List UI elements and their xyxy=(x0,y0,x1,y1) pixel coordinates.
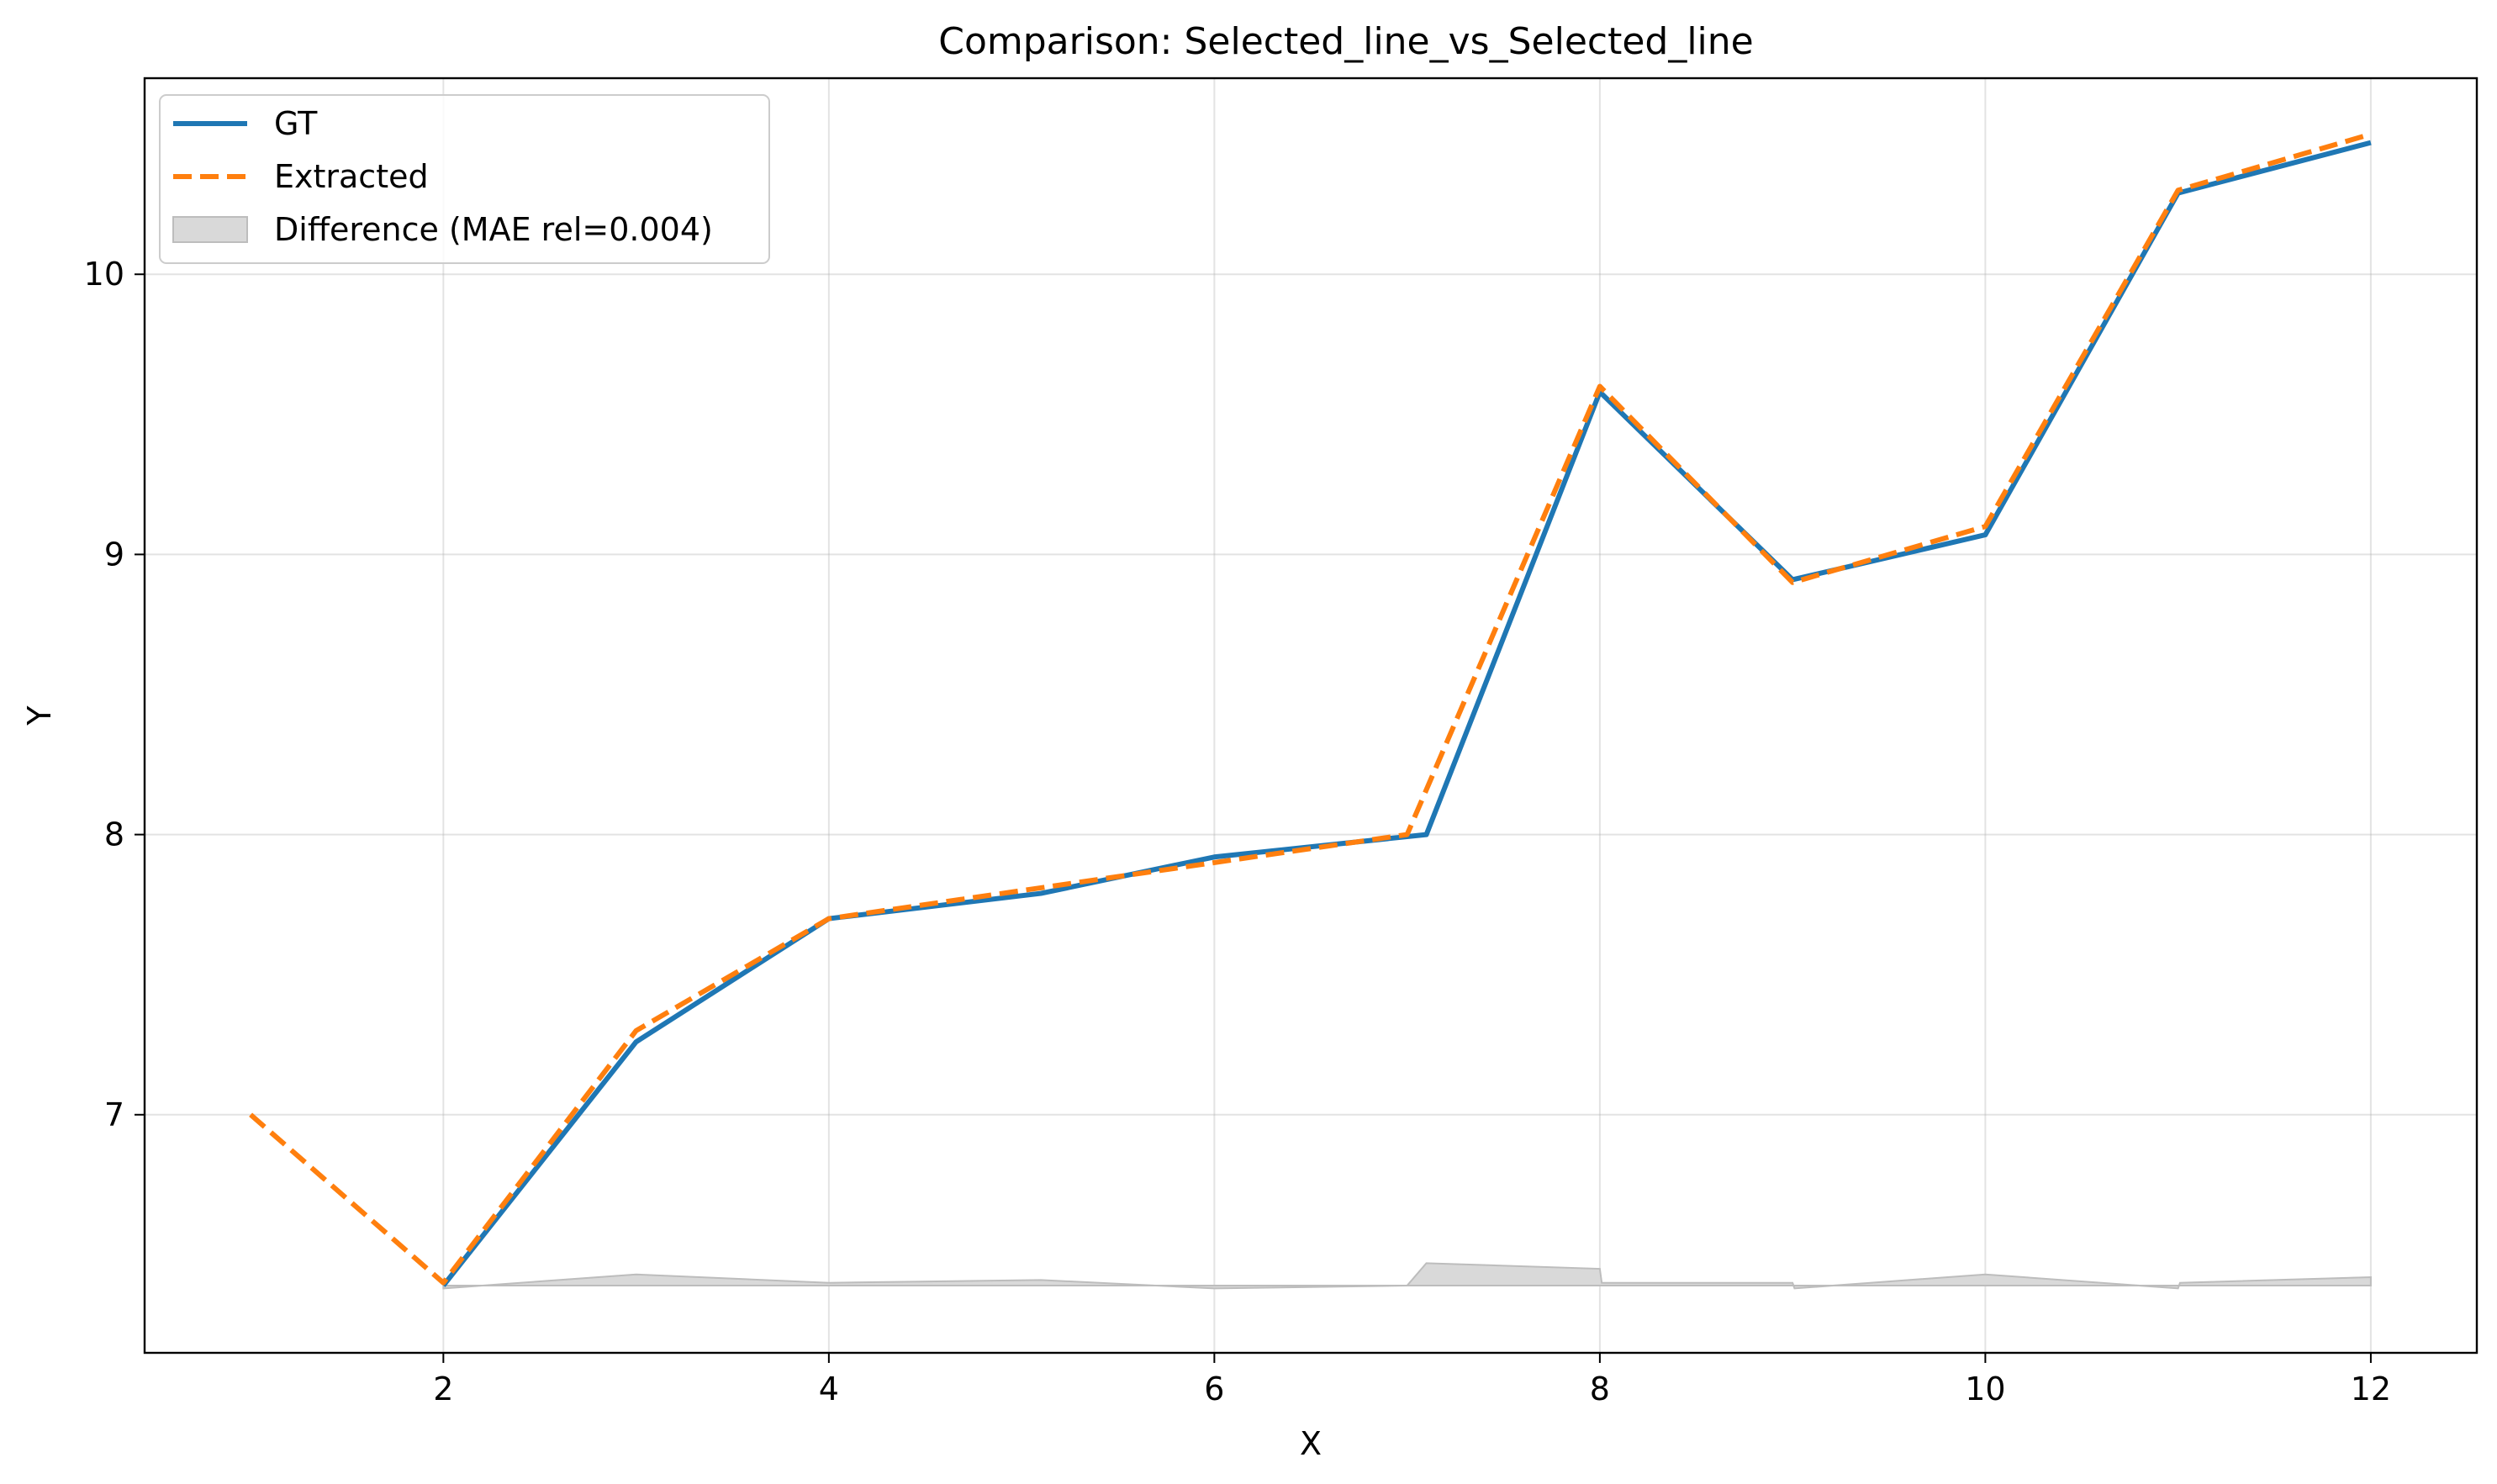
y-tick-label: 9 xyxy=(104,536,124,573)
plot-frame xyxy=(143,77,2479,1355)
grid-lines xyxy=(145,78,2477,1353)
difference-area xyxy=(442,1262,2372,1290)
x-tick-label: 6 xyxy=(1204,1370,1224,1407)
y-axis-label: Y xyxy=(21,705,58,726)
legend-difference-label: Difference (MAE rel=0.004) xyxy=(274,211,713,248)
x-tick-label: 2 xyxy=(433,1370,453,1407)
x-tick-label: 4 xyxy=(819,1370,839,1407)
y-tick-label: 10 xyxy=(84,256,124,293)
y-tick-label: 7 xyxy=(104,1096,124,1133)
chart-title: Comparison: Selected_line_vs_Selected_li… xyxy=(938,20,1754,63)
y-tick-label: 8 xyxy=(104,816,124,853)
legend: GT Extracted Difference (MAE rel=0.004) xyxy=(159,94,770,264)
x-tick-label: 10 xyxy=(1965,1370,2005,1407)
x-tick-label: 8 xyxy=(1590,1370,1610,1407)
series-line-gt xyxy=(441,140,2372,1287)
series-line-extracted xyxy=(249,131,2372,1286)
axis-ticks: 2 4 6 8 10 12 7 8 9 10 xyxy=(84,256,2391,1407)
x-axis-label: X xyxy=(1300,1425,1322,1462)
legend-box xyxy=(159,94,770,264)
legend-difference-swatch xyxy=(172,216,248,243)
series-lines xyxy=(249,131,2372,1287)
difference-band xyxy=(442,1262,2372,1290)
legend-gt-label: GT xyxy=(274,105,318,142)
x-tick-label: 12 xyxy=(2351,1370,2391,1407)
legend-extracted-label: Extracted xyxy=(274,158,429,195)
